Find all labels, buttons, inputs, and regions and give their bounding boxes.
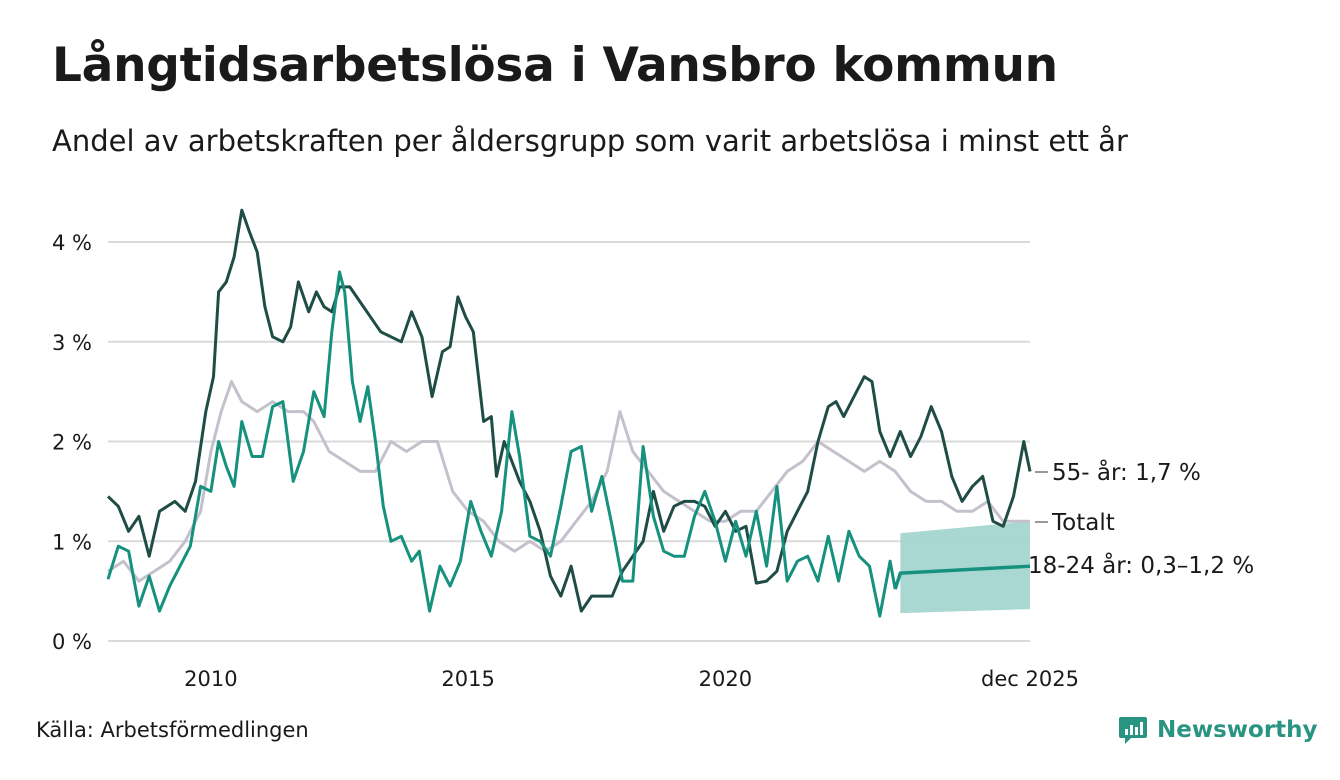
series-forecast-young <box>893 564 1031 590</box>
gridlines <box>108 241 1030 642</box>
chart-title: Långtidsarbetslösa i Vansbro kommun <box>52 38 1058 93</box>
series-label-young: 18-24 år: 0,3–1,2 % <box>1028 551 1254 579</box>
y-tick-label: 3 % <box>52 331 92 355</box>
series-label-older: 55- år: 1,7 % <box>1052 458 1201 486</box>
forecast-band-area <box>900 521 1030 614</box>
series-label-total: Totalt <box>1051 510 1115 536</box>
forecast-band <box>900 521 1030 614</box>
series-line-young <box>106 270 897 618</box>
series-line-older <box>106 208 1032 613</box>
y-tick-label: 2 % <box>52 431 92 455</box>
series-line-total <box>107 380 1030 583</box>
brand-name: Newsworthy <box>1157 717 1318 743</box>
brand-logo[interactable]: Newsworthy <box>1118 713 1318 747</box>
y-tick-label: 0 % <box>52 630 92 654</box>
series-labels: 55- år: 1,7 % Totalt 18-24 år: 0,3–1,2 % <box>1028 458 1254 579</box>
x-tick-label: dec 2025 <box>981 667 1079 691</box>
x-tick-label: 2015 <box>441 667 494 691</box>
axis-labels: 0 % 1 % 2 % 3 % 4 % 2010 2015 2020 dec 2025 <box>52 231 1079 691</box>
newsworthy-icon <box>1119 717 1147 744</box>
series-lines <box>106 208 1032 618</box>
source-note: Källa: Arbetsförmedlingen <box>36 718 309 742</box>
y-tick-label: 4 % <box>52 231 92 255</box>
x-tick-label: 2010 <box>184 667 237 691</box>
chart-subtitle: Andel av arbetskraften per åldersgrupp s… <box>52 124 1128 158</box>
x-tick-label: 2020 <box>699 667 752 691</box>
y-tick-label: 1 % <box>52 530 92 554</box>
